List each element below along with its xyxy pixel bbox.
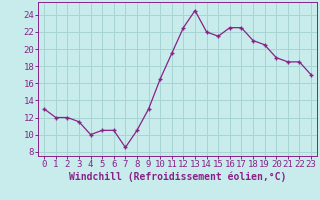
X-axis label: Windchill (Refroidissement éolien,°C): Windchill (Refroidissement éolien,°C) — [69, 172, 286, 182]
